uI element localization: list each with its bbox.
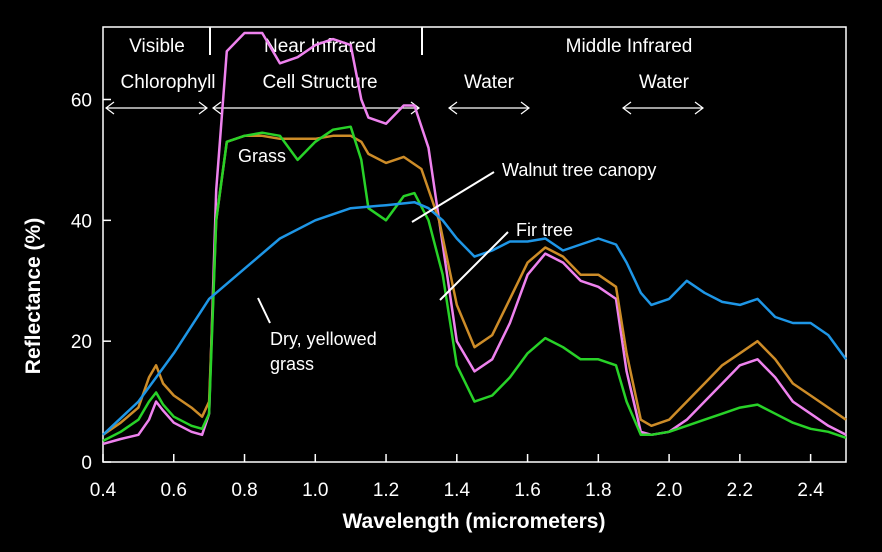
region-middle-infrared-label: Middle Infrared <box>566 36 693 57</box>
series-line-dry-yellowed-grass <box>102 200 848 436</box>
x-tick-label: 1.6 <box>514 480 540 501</box>
x-tick-label: 2.4 <box>797 480 824 501</box>
feature-chlorophyll-arrow <box>105 101 208 115</box>
fir-leader-line <box>439 231 509 301</box>
series-line-grass <box>102 31 847 446</box>
x-axis-title: Wavelength (micrometers) <box>343 510 606 533</box>
feature-water-2-label: Water <box>639 72 690 93</box>
feature-water-1-label: Water <box>464 72 515 93</box>
series-lines <box>102 31 848 446</box>
region-visible-label: Visible <box>129 36 185 57</box>
label-dry-grass-line1: Dry, yellowed <box>270 329 377 349</box>
series-line-fir-tree <box>102 125 847 443</box>
y-tick-label: 40 <box>71 211 92 232</box>
dry-grass-leader-line <box>257 297 271 324</box>
region-near-infrared-label: Near Infrared <box>264 36 376 57</box>
x-tick-label: 0.4 <box>90 480 117 501</box>
series-line-walnut-tree-canopy <box>102 134 847 436</box>
x-tick-label: 0.6 <box>161 480 187 501</box>
feature-chlorophyll-label: Chlorophyll <box>120 72 215 93</box>
y-tick-label: 60 <box>71 91 92 112</box>
feature-water-2-arrow <box>622 101 704 115</box>
feature-cell-structure-label: Cell Structure <box>262 72 377 93</box>
label-walnut: Walnut tree canopy <box>502 160 656 180</box>
x-tick-label: 1.2 <box>373 480 399 501</box>
x-tick-label: 1.0 <box>302 480 328 501</box>
plot-frame <box>102 26 847 463</box>
feature-cell-structure-arrow <box>212 101 420 115</box>
y-tick-label: 20 <box>71 332 92 353</box>
label-dry-grass-line2: grass <box>270 354 314 374</box>
label-grass: Grass <box>238 146 286 166</box>
x-tick-label: 2.2 <box>727 480 753 501</box>
x-axis-ticks: 0.4 0.6 0.8 1.0 1.2 1.4 1.6 1.8 2.0 2.2 2.4 <box>90 454 824 501</box>
label-fir: Fir tree <box>516 220 573 240</box>
walnut-leader-line <box>411 171 495 223</box>
x-tick-label: 1.4 <box>444 480 471 501</box>
y-axis-title: Reflectance (%) <box>22 218 45 374</box>
y-axis-ticks: 0 20 40 60 <box>71 91 111 474</box>
x-tick-label: 1.8 <box>585 480 611 501</box>
y-tick-label: 0 <box>81 453 92 474</box>
x-tick-label: 0.8 <box>231 480 257 501</box>
x-tick-label: 2.0 <box>656 480 682 501</box>
feature-water-1-arrow <box>448 101 530 115</box>
